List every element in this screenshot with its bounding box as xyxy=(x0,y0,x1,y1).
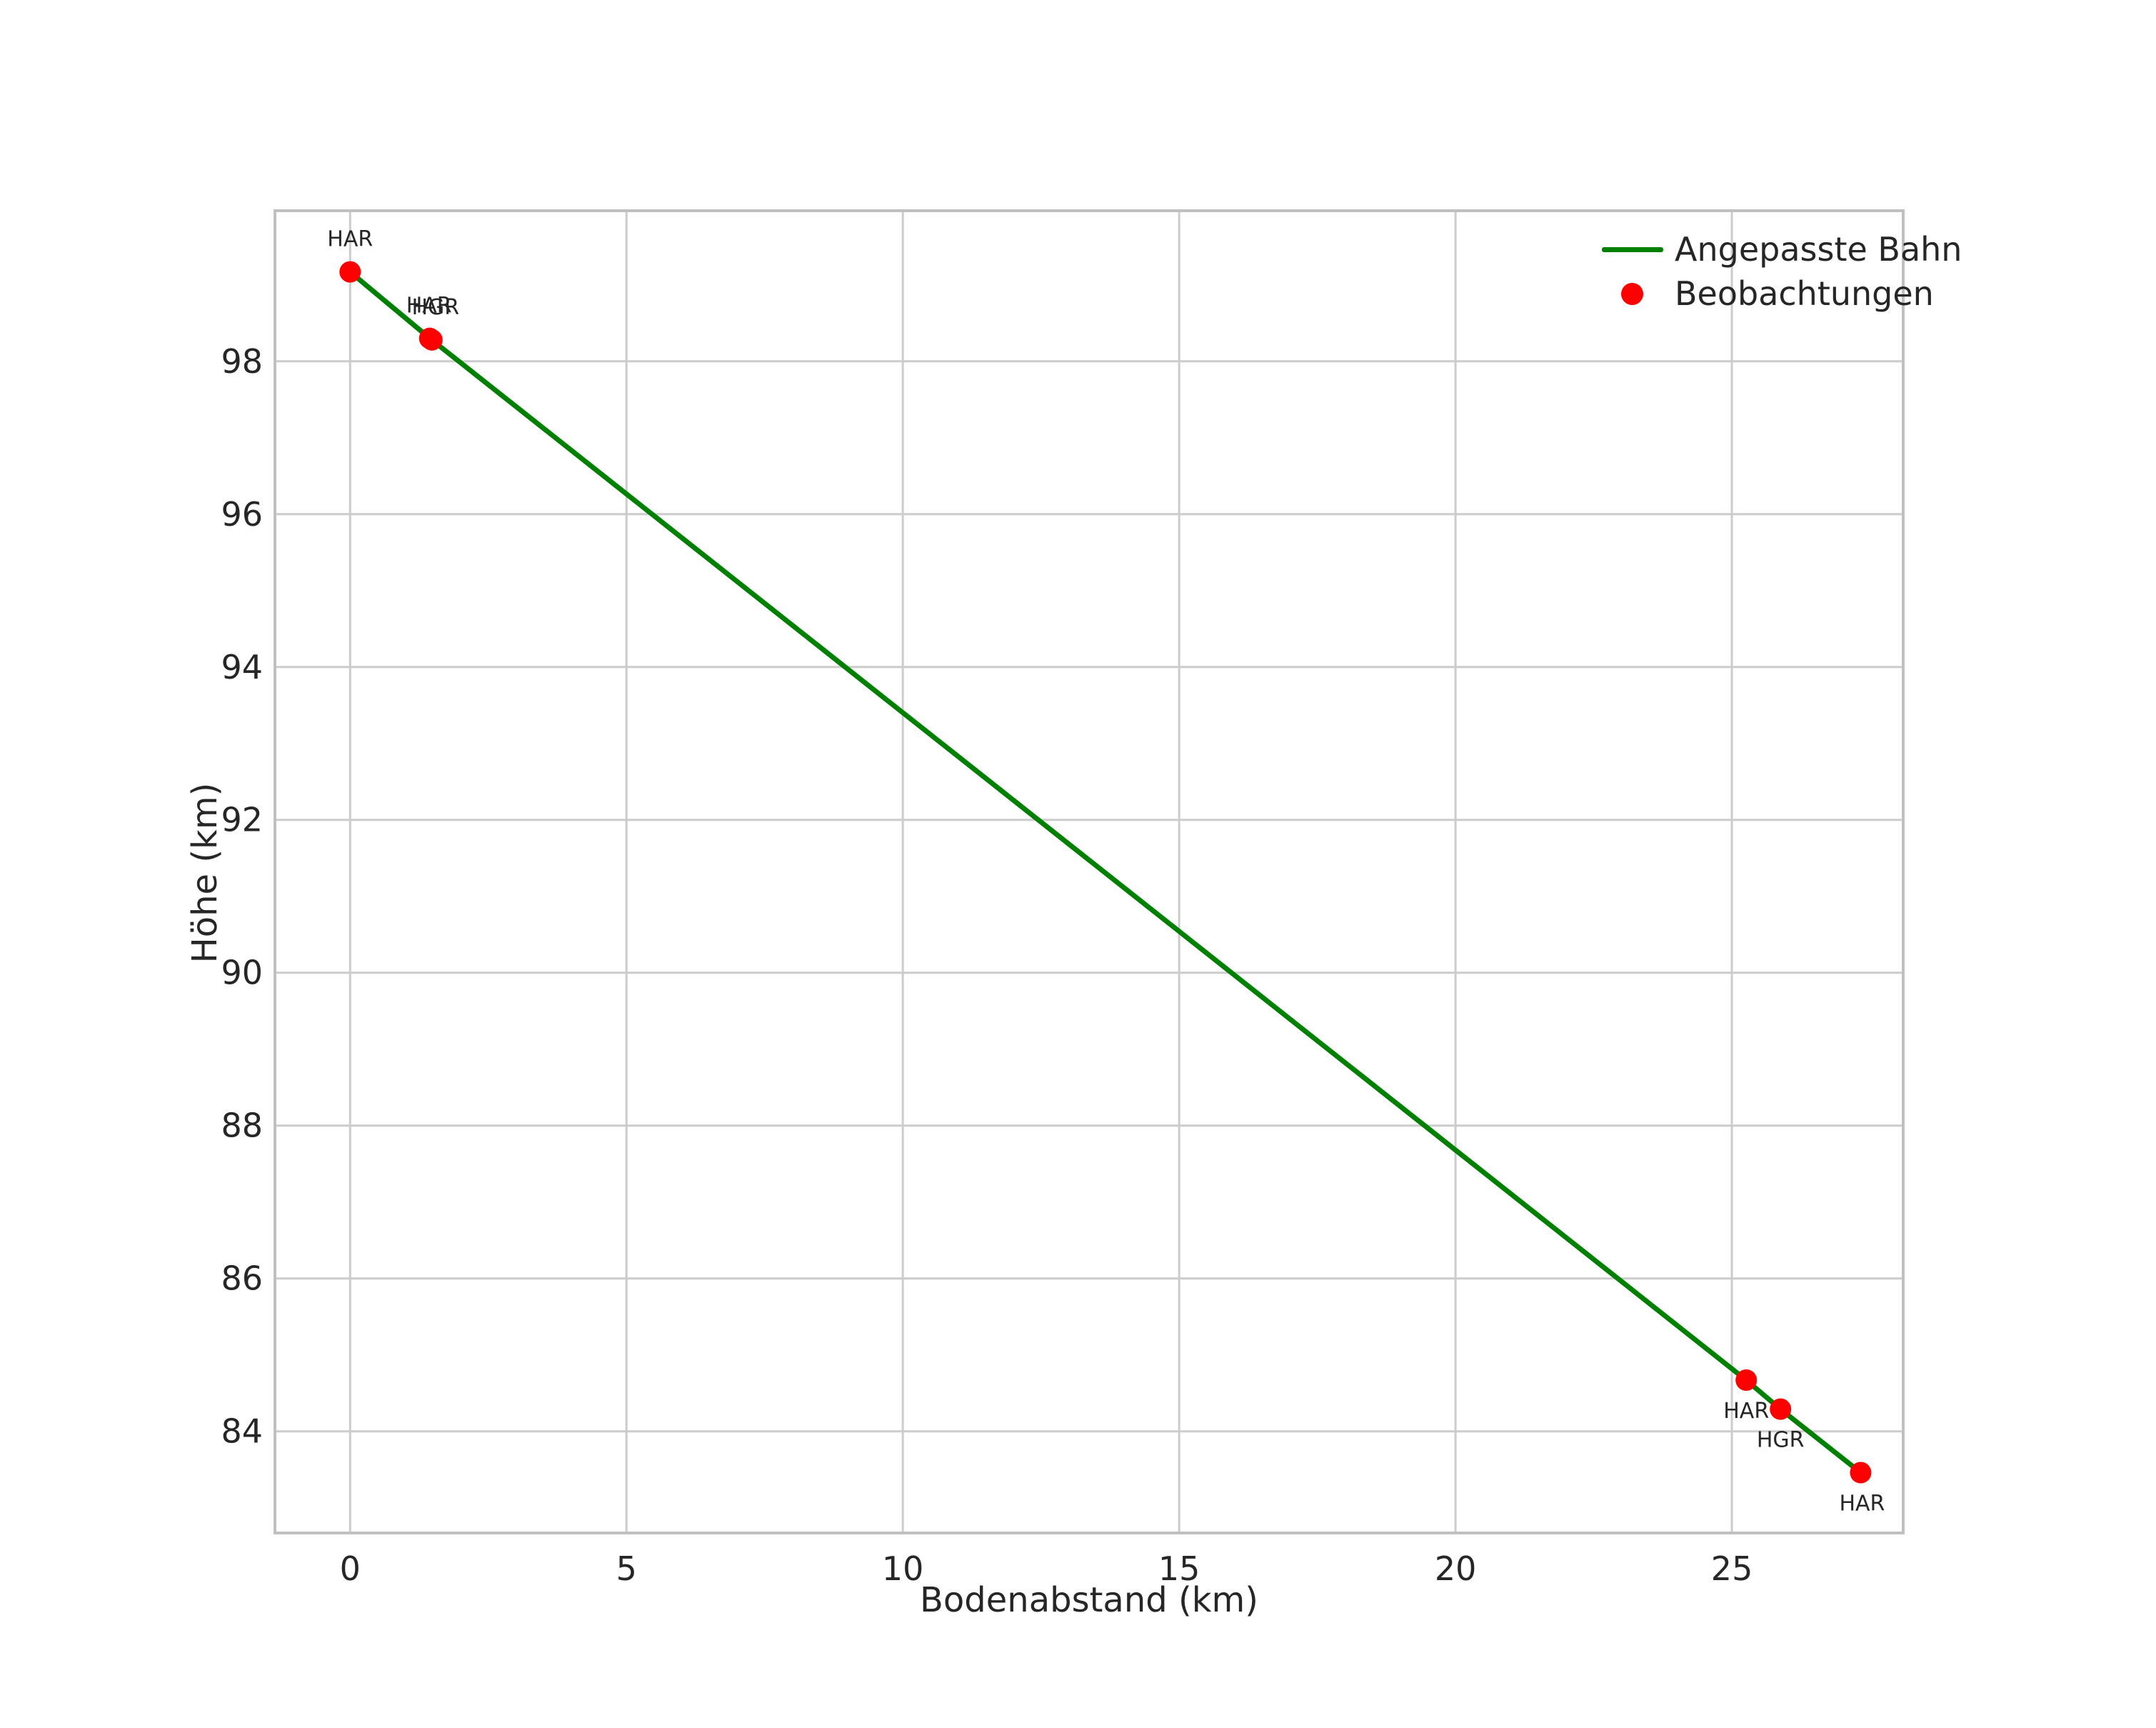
legend: Angepasste Bahn Beobachtungen xyxy=(1590,227,1962,316)
y-tick-label: 86 xyxy=(221,1259,263,1298)
x-tick-label: 5 xyxy=(616,1549,637,1588)
legend-line-swatch xyxy=(1590,246,1675,252)
y-tick-label: 98 xyxy=(221,342,263,381)
plot-border xyxy=(274,209,1905,1534)
y-tick-label: 84 xyxy=(221,1412,263,1451)
y-tick-label: 92 xyxy=(221,801,263,839)
x-tick-label: 25 xyxy=(1711,1549,1753,1588)
y-tick-label: 96 xyxy=(221,495,263,534)
x-axis-label: Bodenabstand (km) xyxy=(920,1580,1258,1620)
observation-point xyxy=(1735,1369,1758,1392)
point-label: HAR xyxy=(327,227,373,252)
observation-point xyxy=(1770,1398,1792,1420)
line-sample-icon xyxy=(1601,246,1663,252)
y-tick-label: 88 xyxy=(221,1107,263,1145)
legend-item-observations: Beobachtungen xyxy=(1590,271,1962,316)
legend-item-fitted-line: Angepasste Bahn xyxy=(1590,227,1962,271)
y-tick-label: 94 xyxy=(221,648,263,686)
observation-point xyxy=(339,261,361,283)
legend-item-label: Beobachtungen xyxy=(1675,274,1934,313)
point-label: HGR xyxy=(1757,1428,1805,1453)
legend-marker-swatch xyxy=(1590,282,1675,305)
y-axis-label: Höhe (km) xyxy=(185,782,225,964)
y-tick-label: 90 xyxy=(221,954,263,992)
legend-item-label: Angepasste Bahn xyxy=(1675,230,1962,269)
x-tick-label: 15 xyxy=(1158,1549,1200,1588)
point-label: HAR xyxy=(406,294,452,319)
point-label: HAR xyxy=(1723,1399,1769,1424)
x-tick-label: 10 xyxy=(882,1549,924,1588)
observation-point xyxy=(1850,1462,1872,1484)
trajectory-line xyxy=(347,269,1863,1475)
point-label: HAR xyxy=(1839,1491,1885,1516)
observation-point xyxy=(421,329,443,351)
point-label: HGR xyxy=(411,295,459,320)
dot-marker-icon xyxy=(1621,282,1643,305)
x-tick-label: 0 xyxy=(340,1549,361,1588)
x-tick-label: 20 xyxy=(1435,1549,1477,1588)
